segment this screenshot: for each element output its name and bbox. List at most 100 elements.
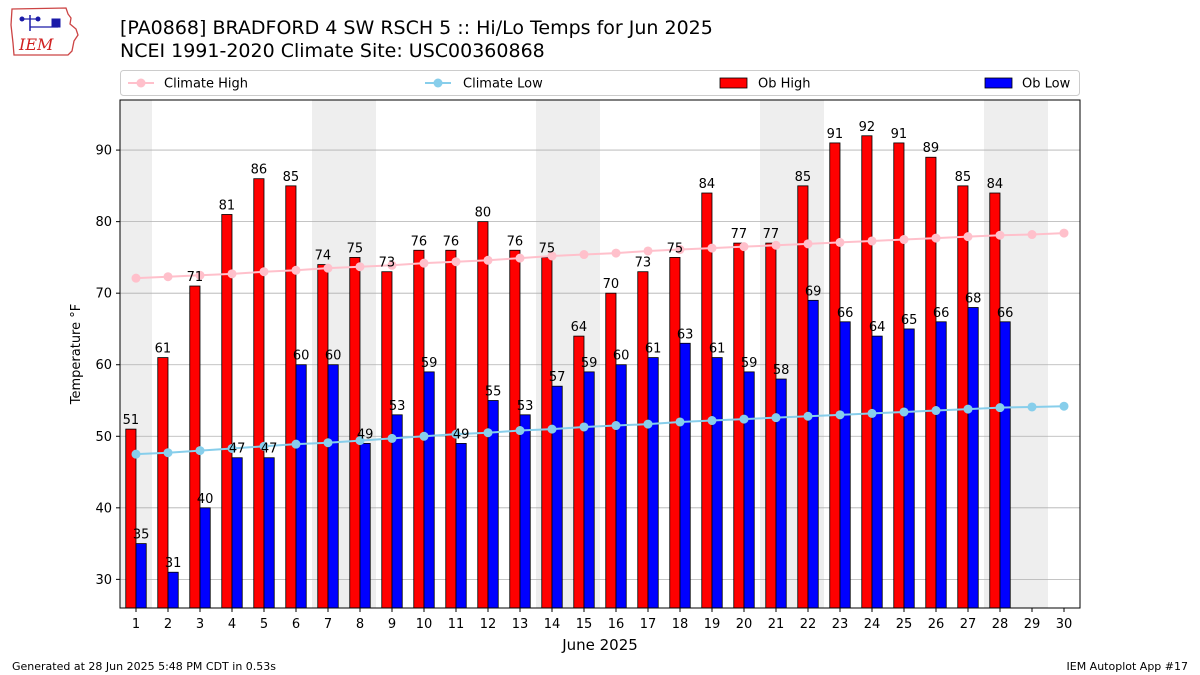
climate-high-point (259, 267, 269, 277)
x-tick-label: 2 (164, 617, 172, 632)
ob-low-label: 59 (421, 356, 438, 371)
ob-high-label: 73 (635, 256, 652, 271)
climate-low-line (135, 405, 1065, 456)
ob-high-label: 81 (219, 198, 236, 213)
x-axis-label: June 2025 (561, 636, 638, 654)
x-tick-label: 7 (324, 617, 332, 632)
ob-low-label: 63 (677, 327, 694, 342)
climate-high-point (835, 237, 845, 247)
ob-high-bar (317, 264, 329, 609)
ob-low-bar (999, 321, 1011, 609)
ob-high-bar (253, 178, 265, 609)
ob-high-bar (829, 142, 841, 609)
legend: Climate High Climate Low Ob High Ob Low (120, 70, 1080, 96)
ob-low-bar (935, 321, 947, 609)
climate-high-point (707, 243, 717, 253)
ob-high-label: 76 (507, 234, 524, 249)
weather-station-icon (19, 15, 61, 31)
ob-low-label: 61 (645, 342, 662, 357)
legend-climate-high-label: Climate High (164, 77, 248, 92)
ob-high-label: 85 (283, 170, 300, 185)
x-tick-label: 17 (640, 617, 657, 632)
climate-high-point (355, 262, 365, 272)
ob-high-label: 86 (251, 163, 268, 178)
ob-low-bar (807, 299, 819, 609)
ob-high-label: 77 (731, 227, 748, 242)
climate-low-point (707, 416, 717, 426)
footer-generated: Generated at 28 Jun 2025 5:48 PM CDT in … (12, 660, 277, 673)
ob-high-bar (285, 185, 297, 609)
climate-high-point (867, 236, 877, 246)
legend-ob-low-label: Ob Low (1022, 77, 1071, 92)
x-tick-label: 3 (196, 617, 204, 632)
climate-low-point (899, 407, 909, 417)
iem-logo: IEM (10, 7, 79, 56)
x-tick-label: 13 (512, 617, 529, 632)
climate-high-point (419, 258, 429, 268)
ob-high-label: 64 (571, 320, 588, 335)
climate-high-point (547, 251, 557, 261)
ob-high-label: 71 (187, 270, 204, 285)
ob-low-label: 60 (613, 349, 630, 364)
ob-high-label: 85 (955, 170, 972, 185)
ob-low-label: 35 (133, 528, 150, 543)
ob-low-label: 66 (997, 306, 1014, 321)
climate-lines (131, 228, 1069, 459)
ob-low-bar (359, 443, 371, 609)
ob-high-label: 70 (603, 277, 620, 292)
grid-lines (120, 149, 1080, 580)
ob-high-label: 77 (763, 227, 780, 242)
legend-climate-low-label: Climate Low (463, 77, 543, 92)
ob-low-label: 57 (549, 370, 566, 385)
climate-high-point (515, 253, 525, 263)
weekend-band (1016, 100, 1048, 608)
x-tick-label: 10 (416, 617, 433, 632)
ob-low-label: 58 (773, 363, 790, 378)
ob-low-bar (263, 457, 275, 609)
ob-low-label: 64 (869, 320, 886, 335)
ob-low-bar (871, 335, 883, 609)
ob-low-label: 60 (293, 349, 310, 364)
ob-high-label: 84 (987, 177, 1004, 192)
ob-high-bar (477, 221, 489, 609)
x-tick-label: 16 (608, 617, 625, 632)
climate-high-point (1027, 230, 1037, 240)
climate-low-point (739, 414, 749, 424)
ob-low-label: 47 (229, 442, 246, 457)
climate-low-point (259, 441, 269, 451)
climate-low-point (675, 417, 685, 427)
ob-low-label: 47 (261, 442, 278, 457)
ob-low-label: 31 (165, 556, 182, 571)
climate-low-point (323, 438, 333, 448)
x-tick-label: 20 (736, 617, 753, 632)
climate-high-point (131, 273, 141, 283)
y-tick-label: 90 (95, 144, 112, 159)
y-tick-label: 50 (95, 430, 112, 445)
ob-high-bar (669, 257, 681, 609)
ob-high-label: 91 (827, 127, 844, 142)
bars (125, 135, 1011, 609)
climate-low-point (931, 406, 941, 416)
ob-low-bar (679, 342, 691, 609)
x-tick-label: 14 (544, 617, 561, 632)
ob-high-bar (733, 242, 745, 609)
ob-high-bar (573, 335, 585, 609)
climate-high-point (227, 269, 237, 279)
ob-high-label: 75 (667, 241, 684, 256)
climate-high-point (323, 263, 333, 273)
climate-low-point (291, 439, 301, 449)
legend-box (120, 70, 1080, 96)
x-tick-label: 6 (292, 617, 300, 632)
climate-high-point (579, 250, 589, 260)
x-tick-label: 27 (960, 617, 977, 632)
ob-low-bar (967, 307, 979, 609)
iowa-outline-icon (10, 7, 79, 56)
ob-low-label: 68 (965, 291, 982, 306)
climate-low-point (579, 422, 589, 432)
climate-low-point (547, 424, 557, 434)
chart-subtitle: NCEI 1991-2020 Climate Site: USC00360868 (120, 40, 545, 62)
climate-low-point (803, 411, 813, 421)
ob-high-label: 76 (411, 234, 428, 249)
ob-low-bar (231, 457, 243, 609)
